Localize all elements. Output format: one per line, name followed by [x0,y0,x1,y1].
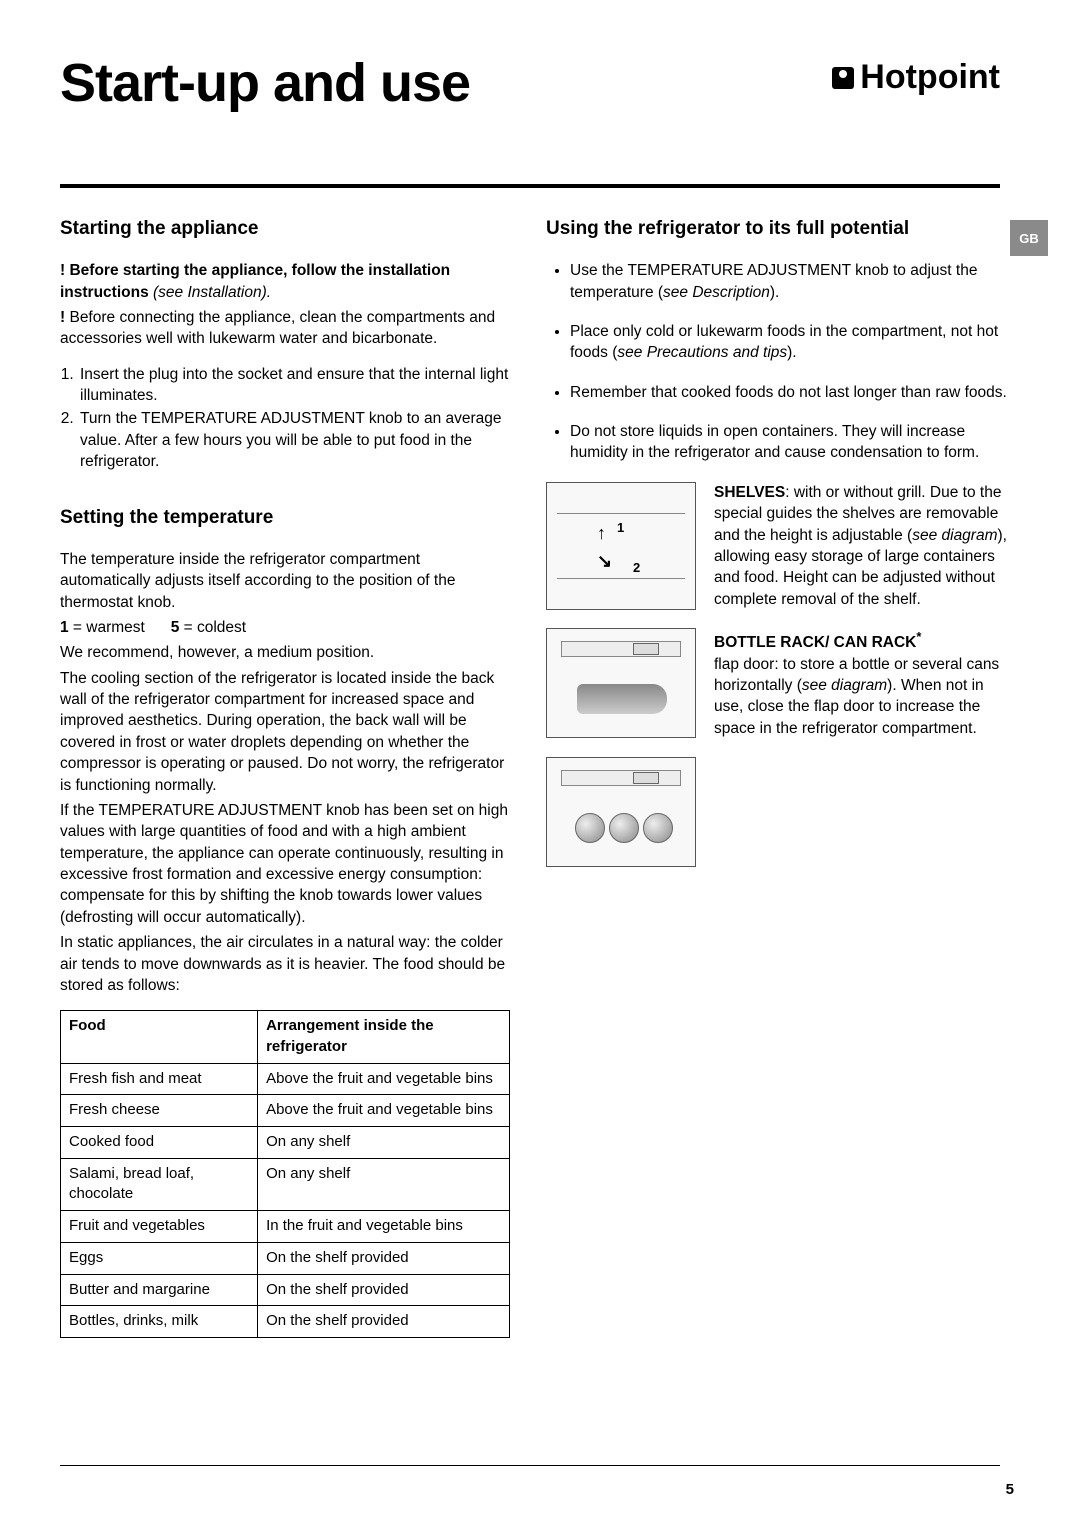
food-table: Food Arrangement inside the refrigerator… [60,1010,510,1338]
tip-2b: see Precautions and tips [617,344,787,361]
scale-1-label: 1 [60,619,69,636]
tip-4: Do not store liquids in open containers.… [570,421,1016,464]
footer-rule [60,1465,1000,1466]
diagram-number-1: 1 [617,519,624,537]
table-row: Butter and margarineOn the shelf provide… [61,1274,510,1306]
td-food: Cooked food [61,1127,258,1159]
table-row: Bottles, drinks, milkOn the shelf provid… [61,1306,510,1338]
left-column: Starting the appliance ! Before starting… [60,216,510,1370]
rack-star: * [916,629,921,644]
flap-icon [561,770,681,786]
tip-2: Place only cold or lukewarm foods in the… [570,321,1016,364]
brand-logo: Hotpoint [832,58,1000,97]
td-arr: On the shelf provided [258,1274,510,1306]
shelves-text-b: see diagram [912,527,997,544]
setting-p4: If the TEMPERATURE ADJUSTMENT knob has b… [60,800,510,928]
step-2: Turn the TEMPERATURE ADJUSTMENT knob to … [78,408,510,472]
td-arr: Above the fruit and vegetable bins [258,1095,510,1127]
setting-p3: The cooling section of the refrigerator … [60,668,510,796]
scale-5-text: = coldest [179,619,246,636]
bottle-icon [577,684,667,714]
cans-icon [575,813,673,843]
setting-scale: 1 = warmest 5 = coldest [60,617,510,638]
td-arr: On any shelf [258,1127,510,1159]
tip-1b: see Description [663,284,770,301]
feature-shelves: ↑ 1 ↘ 2 SHELVES: with or without grill. … [546,482,1016,610]
shelves-title: SHELVES [714,484,785,501]
can-icon [643,813,673,843]
setting-p2: We recommend, however, a medium position… [60,642,510,663]
tips-list: Use the TEMPERATURE ADJUSTMENT knob to a… [546,260,1016,464]
can-rack-diagram [546,757,696,867]
td-food: Fresh fish and meat [61,1063,258,1095]
heading-setting: Setting the temperature [60,505,510,531]
td-food: Fresh cheese [61,1095,258,1127]
table-header-row: Food Arrangement inside the refrigerator [61,1011,510,1063]
table-row: Salami, bread loaf, chocolateOn any shel… [61,1158,510,1210]
bottle-rack-diagram [546,628,696,738]
rack-text-b: see diagram [802,677,887,694]
td-food: Bottles, drinks, milk [61,1306,258,1338]
td-arr: Above the fruit and vegetable bins [258,1063,510,1095]
table-row: Fruit and vegetablesIn the fruit and veg… [61,1211,510,1243]
scale-1-text: = warmest [69,619,145,636]
shelves-diagram: ↑ 1 ↘ 2 [546,482,696,610]
header-rule [60,184,1000,188]
start-steps: Insert the plug into the socket and ensu… [60,364,510,473]
rack-text: BOTTLE RACK/ CAN RACK* flap door: to sto… [714,628,1016,739]
language-tab: GB [1010,220,1048,256]
warning-2-text: Before connecting the appliance, clean t… [60,309,495,347]
td-arr: In the fruit and vegetable bins [258,1211,510,1243]
th-arrangement: Arrangement inside the refrigerator [258,1011,510,1063]
td-food: Eggs [61,1242,258,1274]
th-food: Food [61,1011,258,1063]
heading-using: Using the refrigerator to its full poten… [546,216,1016,242]
td-food: Fruit and vegetables [61,1211,258,1243]
diagram-number-2: 2 [633,559,640,577]
flap-icon [561,641,681,657]
content-columns: Starting the appliance ! Before starting… [60,216,1020,1370]
td-food: Butter and margarine [61,1274,258,1306]
arrow-up-icon: ↑ [597,521,606,546]
right-column: Using the refrigerator to its full poten… [546,216,1016,1370]
td-arr: On the shelf provided [258,1306,510,1338]
can-icon [575,813,605,843]
table-row: Cooked foodOn any shelf [61,1127,510,1159]
brand-text: Hotpoint [860,58,1000,97]
setting-p5: In static appliances, the air circulates… [60,932,510,996]
shelves-text: SHELVES: with or without grill. Due to t… [714,482,1016,610]
can-rack-text-empty [714,757,1016,867]
warning-1: ! Before starting the appliance, follow … [60,260,510,303]
brand-icon [832,67,854,89]
feature-bottle-rack: BOTTLE RACK/ CAN RACK* flap door: to sto… [546,628,1016,739]
warning-2: ! Before connecting the appliance, clean… [60,307,510,350]
section-starting: Starting the appliance ! Before starting… [60,216,510,473]
heading-starting: Starting the appliance [60,216,510,242]
td-arr: On the shelf provided [258,1242,510,1274]
td-arr: On any shelf [258,1158,510,1210]
setting-p1: The temperature inside the refrigerator … [60,549,510,613]
table-row: Fresh cheeseAbove the fruit and vegetabl… [61,1095,510,1127]
tip-3: Remember that cooked foods do not last l… [570,382,1016,403]
table-row: EggsOn the shelf provided [61,1242,510,1274]
flap-knob-icon [633,772,659,784]
feature-can-rack [546,757,1016,867]
tip-1c: ). [770,284,779,301]
table-row: Fresh fish and meatAbove the fruit and v… [61,1063,510,1095]
arrow-down-icon: ↘ [597,549,612,574]
step-1: Insert the plug into the socket and ensu… [78,364,510,407]
page-number: 5 [1006,1481,1014,1498]
tip-1: Use the TEMPERATURE ADJUSTMENT knob to a… [570,260,1016,303]
section-setting: Setting the temperature The temperature … [60,505,510,1338]
rack-title-text: BOTTLE RACK/ CAN RACK [714,634,916,651]
can-icon [609,813,639,843]
rack-title: BOTTLE RACK/ CAN RACK* [714,634,921,651]
tip-2c: ). [787,344,796,361]
warning-1-italic: (see Installation). [149,284,271,301]
td-food: Salami, bread loaf, chocolate [61,1158,258,1210]
flap-knob-icon [633,643,659,655]
